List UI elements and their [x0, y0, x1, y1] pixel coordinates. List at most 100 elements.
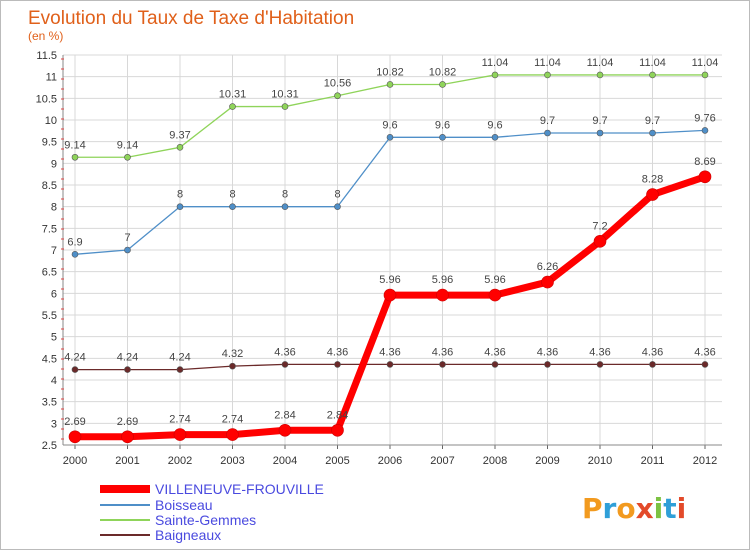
axes: 2.5 3 3.5 4 4.5 5 5.5 6 6.5 7 7.5 8 8.5 9 9.5 10 10.5 11 1…: [36, 50, 722, 467]
data-label: 7.2: [592, 220, 607, 232]
data-point: [649, 361, 656, 368]
data-label: 11.04: [482, 57, 509, 69]
y-tick-label: 6.5: [42, 267, 57, 279]
data-label: 9.14: [117, 139, 138, 151]
y-tick-label: 5.5: [42, 310, 57, 322]
data-point: [173, 428, 187, 441]
data-point: [124, 246, 131, 254]
series-lines: [68, 71, 712, 444]
data-point: [544, 71, 551, 79]
data-label: 7: [124, 232, 130, 244]
data-label: 11.04: [639, 57, 666, 69]
y-tick-label: 7: [51, 245, 57, 257]
data-label: 9.7: [592, 115, 607, 127]
y-tick-label: 5: [51, 332, 57, 344]
x-tick-label: 2000: [63, 455, 87, 467]
data-label: 8: [177, 189, 183, 201]
data-label: 6.9: [67, 236, 82, 248]
data-point: [386, 81, 394, 88]
x-tick-label: 2007: [430, 455, 454, 467]
x-tick-label: 2006: [378, 455, 402, 467]
y-tick-label: 9.5: [42, 137, 57, 149]
data-point: [439, 81, 446, 88]
data-point: [646, 188, 659, 201]
data-point: [68, 430, 82, 444]
data-label: 4.36: [484, 346, 505, 358]
data-label: 9.37: [169, 129, 190, 141]
data-point: [596, 129, 604, 137]
data-label: 2.84: [327, 409, 348, 421]
data-point: [698, 170, 712, 184]
data-label: 8.28: [642, 174, 663, 186]
data-point: [541, 275, 554, 289]
data-label: 9.7: [540, 115, 555, 127]
data-point: [491, 134, 499, 141]
x-tick-label: 2001: [115, 455, 139, 467]
data-label: 9.6: [435, 119, 450, 131]
y-tick-label: 10.5: [36, 93, 57, 105]
data-point: [331, 423, 344, 437]
data-label: 8: [282, 189, 288, 201]
data-label: 4.36: [379, 346, 400, 358]
data-label: 10.82: [376, 66, 404, 78]
data-point: [229, 103, 236, 110]
x-tick-label: 2008: [483, 455, 507, 467]
y-tick-label: 11.5: [36, 50, 57, 62]
y-tick-label: 7.5: [42, 223, 57, 235]
x-tick-label: 2011: [641, 455, 665, 467]
data-label: 10.31: [271, 89, 299, 101]
data-point: [334, 361, 341, 368]
x-tick-label: 2009: [535, 455, 559, 467]
data-point: [229, 362, 236, 370]
data-point: [278, 423, 292, 437]
data-label: 10.31: [219, 89, 247, 101]
logo-letter: x: [636, 492, 654, 525]
data-label: 6.26: [537, 261, 558, 273]
data-point: [436, 288, 449, 302]
proxiti-logo: Proxiti: [582, 492, 686, 525]
data-label: 4.36: [642, 346, 663, 358]
data-label: 9.6: [382, 119, 397, 131]
data-label: 10.56: [324, 78, 352, 90]
data-label: 8: [229, 189, 235, 201]
data-point: [488, 288, 502, 302]
data-point: [229, 203, 236, 210]
data-labels: 4.24 4.24 4.24 4.32 4.36 4.36 4.36 4.36 4.36 4.36…: [64, 57, 718, 428]
data-label: 4.36: [537, 346, 558, 358]
data-point: [176, 203, 184, 210]
data-label: 4.24: [169, 352, 190, 364]
data-point: [701, 361, 709, 368]
y-tick-label: 10: [45, 115, 57, 127]
data-point: [124, 153, 131, 161]
data-label: 5.96: [484, 274, 505, 286]
y-tick-label: 8.5: [42, 180, 57, 192]
x-tick-label: 2004: [273, 455, 297, 467]
data-label: 4.32: [222, 348, 243, 360]
data-label: 5.96: [432, 274, 453, 286]
y-tick-label: 6: [51, 288, 57, 300]
y-tick-label: 4: [51, 375, 57, 387]
data-point: [491, 71, 499, 79]
data-point: [124, 366, 131, 373]
data-point: [71, 251, 79, 258]
legend-label: Sainte-Gemmes: [155, 512, 256, 528]
x-tick-label: 2002: [168, 455, 192, 467]
data-label: 5.96: [379, 274, 400, 286]
data-point: [596, 71, 604, 79]
data-point: [593, 235, 607, 248]
data-point: [71, 153, 79, 161]
logo-letter: t: [663, 492, 676, 525]
y-tick-label: 4.5: [42, 353, 57, 365]
data-label: 2.69: [117, 416, 138, 428]
data-point: [491, 361, 499, 368]
data-label: 8.69: [694, 156, 715, 168]
legend-label: VILLENEUVE-FROUVILLE: [155, 481, 324, 497]
data-point: [544, 361, 551, 368]
legend-label: Boisseau: [155, 497, 213, 513]
data-point: [386, 134, 394, 141]
y-tick-label: 2.5: [42, 440, 57, 452]
logo-letter: P: [582, 492, 603, 525]
